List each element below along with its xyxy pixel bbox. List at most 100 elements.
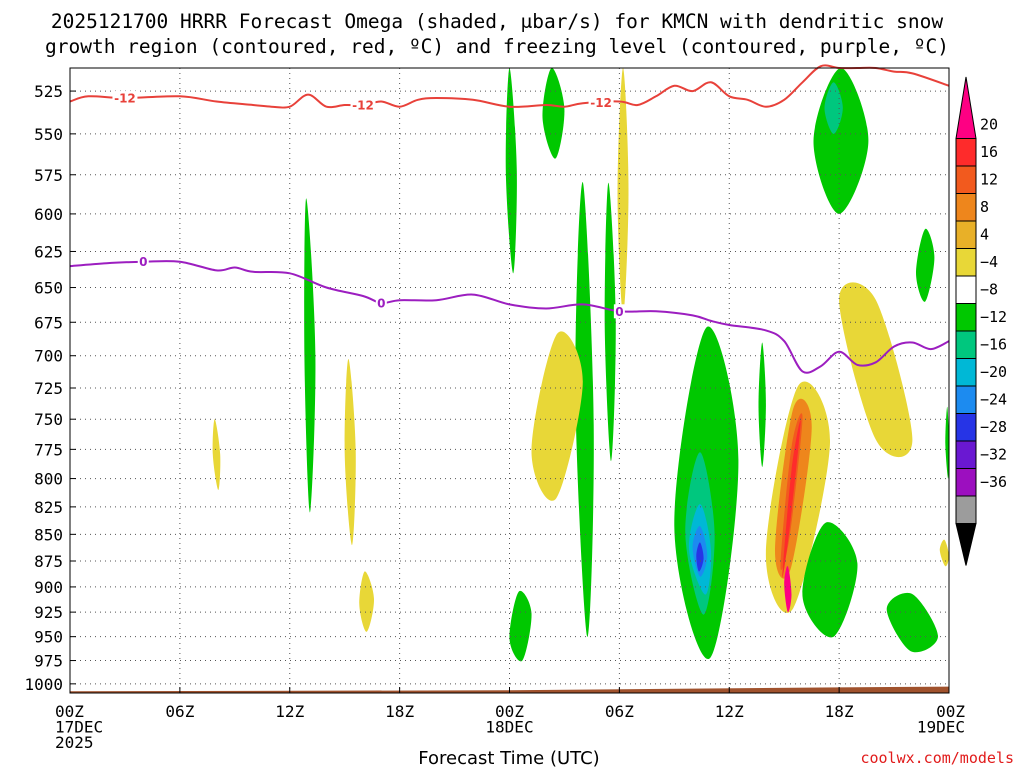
- x-tick-label-30-1: 06Z: [605, 702, 634, 721]
- colorbar-label-4: 8: [980, 198, 989, 216]
- colorbar-swatch-11: [955, 385, 977, 414]
- omega-region-29: [945, 406, 950, 479]
- x-tick-label-0-2: 17DEC: [55, 718, 103, 737]
- colorbar-label-5: 4: [980, 226, 989, 244]
- credit-text: coolwx.com/models: [860, 749, 1014, 767]
- x-tick-label-48-1: 00Z: [936, 702, 965, 721]
- colorbar-swatch-15: [955, 495, 977, 524]
- colorbar-swatch-9: [955, 330, 977, 359]
- colorbar-swatch-4: [955, 193, 977, 222]
- colorbar-label-14: −36: [980, 473, 1007, 491]
- y-tick-label-1000: 1000: [24, 675, 63, 694]
- omega-region-16: [696, 542, 704, 572]
- y-tick-label-775: 775: [34, 440, 63, 459]
- x-tick-label-42-1: 18Z: [825, 702, 854, 721]
- y-tick-label-975: 975: [34, 652, 63, 671]
- freezing-level-contour-label-bg-3: [613, 304, 625, 319]
- colorbar-label-8: −12: [980, 308, 1007, 326]
- colorbar-label-9: −16: [980, 336, 1007, 354]
- omega-shading: [212, 67, 950, 662]
- y-tick-label-600: 600: [34, 205, 63, 224]
- colorbar-swatch-14: [955, 468, 977, 497]
- grid-lines: [70, 68, 949, 693]
- freezing-level-contour-label-bg-1: [137, 254, 149, 269]
- omega-region-2: [304, 198, 316, 513]
- x-tick-label-6-1: 06Z: [165, 702, 194, 721]
- y-tick-label-900: 900: [34, 578, 63, 597]
- dgz-minus12-contour-label-bg-2: [350, 97, 376, 112]
- plot-area: -12 -12 -12 0 0 0: [69, 64, 950, 694]
- colorbar-swatch-2: [955, 138, 977, 167]
- y-tick-label-850: 850: [34, 525, 63, 544]
- freezing-level-contour-label-3: 0: [615, 305, 623, 319]
- colorbar-swatch-10: [955, 358, 977, 387]
- omega-region-27: [886, 592, 939, 653]
- omega-region-17: [758, 342, 766, 467]
- colorbar-swatch-1: [955, 76, 977, 139]
- omega-region-26: [839, 282, 913, 458]
- colorbar-label-3: 12: [980, 171, 998, 189]
- x-tick-label-0-1: 00Z: [55, 702, 84, 721]
- dgz-minus12-contour-label-3: -12: [590, 96, 612, 110]
- omega-region-11: [509, 590, 532, 662]
- dgz-minus12-contour-line: [69, 64, 950, 109]
- omega-region-8: [575, 182, 594, 637]
- omega-region-22: [784, 566, 792, 613]
- x-axis-label: Forecast Time (UTC): [418, 748, 599, 768]
- omega-region-9: [531, 331, 583, 501]
- colorbar: 20 16 12 8 4 −4 −8 −12 −16 −20 −24 −28 −32 −36: [955, 76, 1007, 566]
- omega-region-7: [617, 68, 629, 316]
- omega-region-30: [939, 539, 950, 567]
- colorbar-swatch-3: [955, 165, 977, 194]
- y-tick-label-625: 625: [34, 242, 63, 261]
- y-tick-label-575: 575: [34, 166, 63, 185]
- y-tick-label-825: 825: [34, 498, 63, 517]
- omega-region-6: [542, 67, 565, 159]
- freezing-level-contour-line: [69, 260, 950, 374]
- x-tick-label-24-2: 18DEC: [485, 718, 533, 737]
- dgz-minus12-contour-label-1: -12: [114, 92, 136, 106]
- y-tick-label-950: 950: [34, 628, 63, 647]
- x-tick-label-0-3: 2025: [55, 733, 94, 752]
- colorbar-swatch-7: [955, 275, 977, 304]
- chart-title-line-2: growth region (contoured, red, ºC) and f…: [45, 35, 949, 58]
- colorbar-label-2: 16: [980, 143, 998, 161]
- colorbar-swatch-12: [955, 413, 977, 442]
- omega-region-3: [344, 358, 356, 546]
- freezing-level-contour-label-1: 0: [139, 255, 147, 269]
- x-tick-label-36-1: 12Z: [715, 702, 744, 721]
- x-tick-label-18-1: 18Z: [385, 702, 414, 721]
- omega-region-28: [916, 228, 935, 302]
- y-tick-label-750: 750: [34, 410, 63, 429]
- colorbar-swatch-16: [955, 523, 977, 566]
- colorbar-label-7: −8: [980, 281, 998, 299]
- y-tick-label-550: 550: [34, 125, 63, 144]
- colorbar-label-11: −24: [980, 391, 1007, 409]
- y-tick-label-700: 700: [34, 347, 63, 366]
- colorbar-label-13: −32: [980, 446, 1007, 464]
- y-tick-label-800: 800: [34, 470, 63, 489]
- colorbar-swatch-8: [955, 303, 977, 332]
- dgz-minus12-contour-label-2: -12: [352, 98, 374, 112]
- omega-region-21: [782, 420, 801, 578]
- colorbar-label-6: −4: [980, 253, 998, 271]
- y-tick-label-525: 525: [34, 82, 63, 101]
- y-tick-label-925: 925: [34, 603, 63, 622]
- temperature-contours: -12 -12 -12 0 0 0: [69, 64, 950, 374]
- freezing-level-contour-label-bg-2: [375, 295, 387, 310]
- omega-region-24: [824, 82, 843, 134]
- omega-region-25: [802, 522, 858, 638]
- y-tick-label-650: 650: [34, 279, 63, 298]
- dgz-minus12-contour-label-bg-1: [112, 91, 138, 106]
- colorbar-label-1: 20: [980, 116, 998, 134]
- freezing-level-contour-label-2: 0: [377, 296, 385, 310]
- colorbar-swatch-6: [955, 248, 977, 277]
- dgz-minus12-contour-label-bg-3: [588, 95, 614, 110]
- omega-region-1: [505, 68, 517, 274]
- chart-title-line-1: 2025121700 HRRR Forecast Omega (shaded, …: [51, 10, 943, 33]
- y-tick-label-675: 675: [34, 313, 63, 332]
- omega-region-4: [212, 419, 221, 490]
- colorbar-label-12: −28: [980, 418, 1007, 436]
- x-tick-label-24-1: 00Z: [495, 702, 524, 721]
